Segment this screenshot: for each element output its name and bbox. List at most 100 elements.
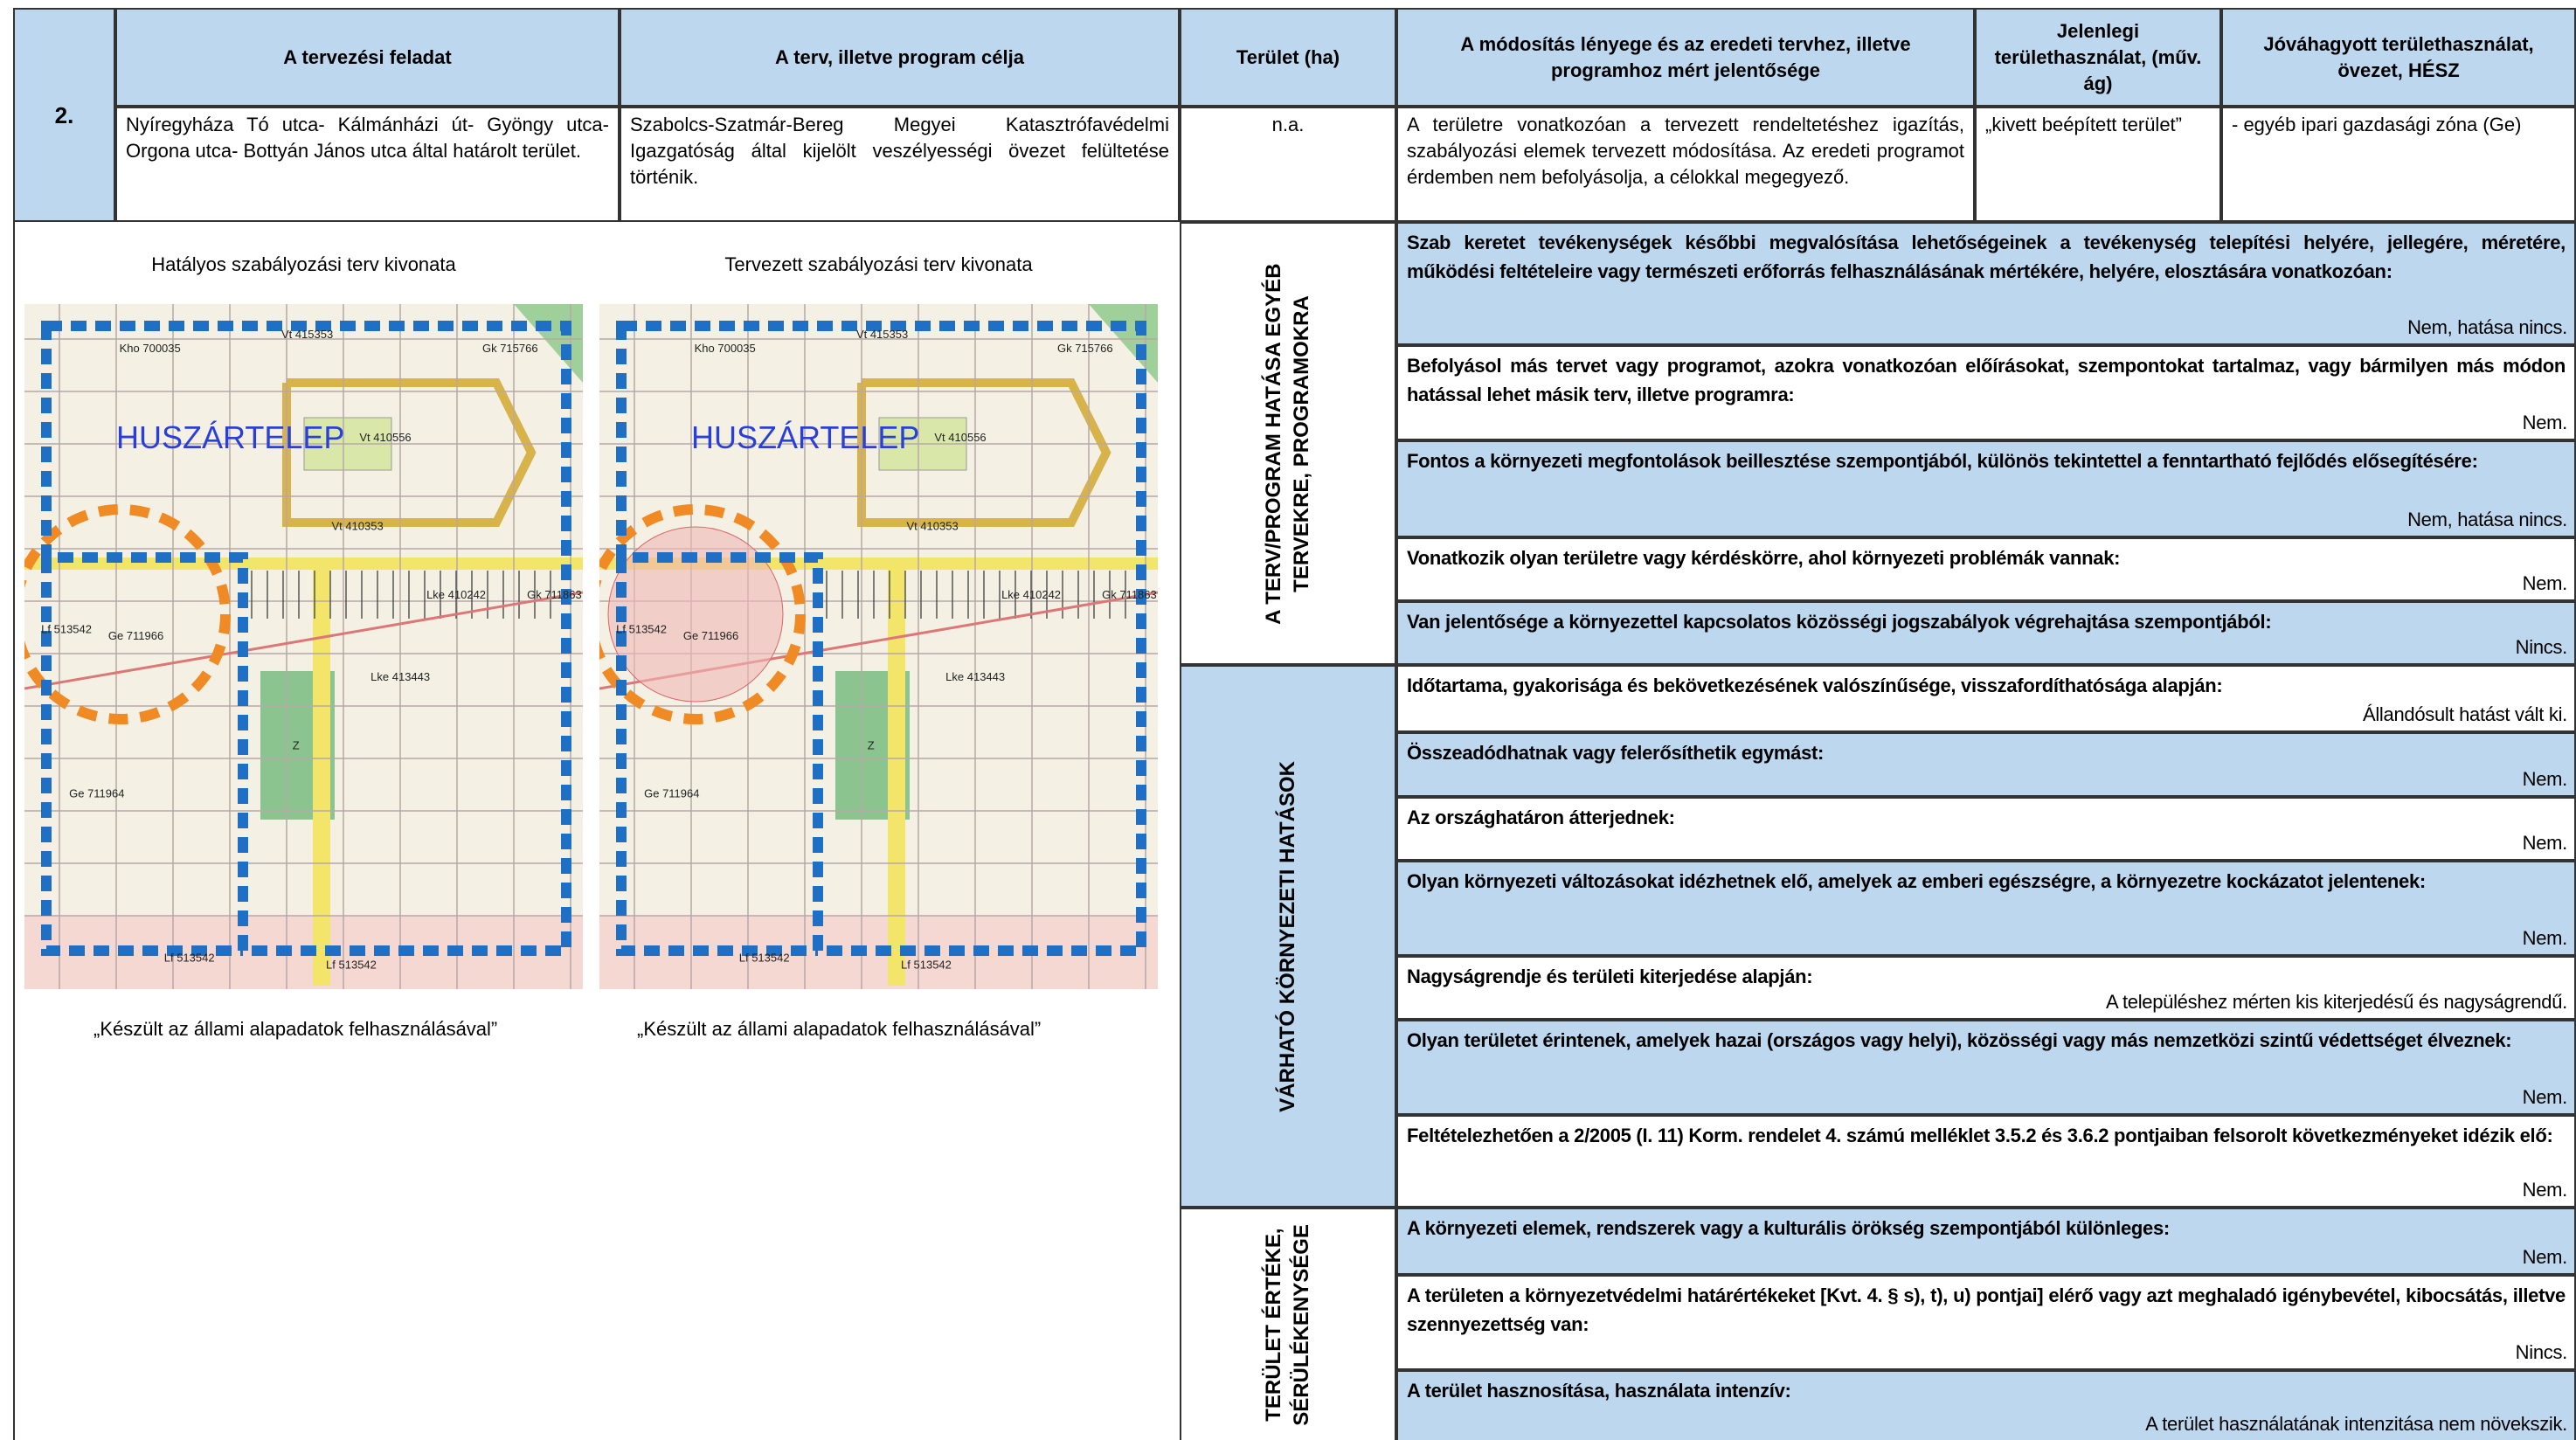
map-caption: „Készült az állami alapadatok felhasznál…	[93, 1018, 498, 1040]
map-label: Ge 711966	[108, 629, 163, 642]
map-label: Vt 410353	[331, 520, 383, 533]
criterion-question: Az országhatáron átterjednek:	[1407, 807, 1675, 828]
criterion-answer: Nem.	[2522, 1246, 2568, 1268]
section-label: VÁRHATÓ KÖRNYEZETI HATÁSOK	[1276, 760, 1299, 1112]
criterion-row: A környezeti elemek, rendszerek vagy a k…	[1396, 1208, 2576, 1275]
criterion-answer: Állandósult hatást vált ki.	[2362, 703, 2567, 725]
column-header: Jelenlegi területhasználat, (műv. ág)	[1975, 8, 2221, 107]
map-label: Kho 700035	[695, 342, 756, 355]
criterion-answer: Nem.	[2522, 768, 2568, 790]
map-label: Kho 700035	[120, 342, 181, 355]
table-cell: n.a.	[1180, 107, 1396, 222]
criterion-row: Az országhatáron átterjednek: Nem.	[1396, 797, 2576, 861]
map-label: Vt 410556	[359, 431, 411, 444]
map-label: Vt 410556	[934, 431, 986, 444]
criterion-answer: A településhez mérten kis kiterjedésű és…	[2105, 991, 2567, 1013]
map-label: Gk 715766	[1057, 342, 1113, 355]
criterion-question: Időtartama, gyakorisága és bekövetkezésé…	[1407, 675, 2223, 696]
column-header: A terv, illetve program célja	[620, 8, 1180, 107]
map-label: Z	[868, 739, 875, 752]
criterion-row: A terület hasznosítása, használata inten…	[1396, 1370, 2576, 1440]
column-header: Jóváhagyott területhasználat, övezet, HÉ…	[2221, 8, 2576, 107]
section-label-cell: TERÜLET ÉRTÉKE, SÉRÜLÉKENYSÉGE	[1180, 1208, 1396, 1440]
criterion-answer: Nem, hatása nincs.	[2407, 316, 2567, 338]
map-label: Lf 513542	[164, 952, 215, 965]
criterion-question: Nagyságrendje és területi kiterjedése al…	[1407, 966, 1813, 987]
criterion-answer: Nem.	[2522, 1086, 2568, 1108]
map-caption: „Készült az állami alapadatok felhasznál…	[637, 1018, 1042, 1040]
criterion-question: Fontos a környezeti megfontolások beille…	[1407, 450, 2478, 472]
table-cell: - egyéb ipari gazdasági zóna (Ge)	[2221, 107, 2576, 222]
zone-outline	[24, 504, 231, 724]
criterion-question: Befolyásol más tervet vagy programot, az…	[1407, 355, 2566, 405]
map-title: Tervezett szabályozási terv kivonata	[724, 253, 1033, 275]
criterion-row: Fontos a környezeti megfontolások beille…	[1396, 440, 2576, 537]
map-label: Gk 711863	[1102, 588, 1157, 601]
column-header: A tervezési feladat	[115, 8, 620, 107]
map-label: Lf 513542	[616, 622, 667, 635]
criterion-answer: Nem, hatása nincs.	[2407, 509, 2567, 530]
place-name: HUSZÁRTELEP	[691, 419, 919, 455]
table-cell: Nyíregyháza Tó utca- Kálmánházi út- Gyön…	[115, 107, 620, 222]
map-label: Gk 715766	[482, 342, 538, 355]
criterion-row: Olyan környezeti változásokat idézhetnek…	[1396, 861, 2576, 956]
column-header: Terület (ha)	[1180, 8, 1396, 107]
table-cell: A területre vonatkozóan a tervezett rend…	[1396, 107, 1975, 222]
criterion-row: A területen a környezetvédelmi határérté…	[1396, 1275, 2576, 1370]
criterion-row: Összeadódhatnak vagy felerősíthetik egym…	[1396, 732, 2576, 797]
criterion-row: Nagyságrendje és területi kiterjedése al…	[1396, 956, 2576, 1020]
plan-boundary	[41, 557, 243, 956]
criterion-row: Van jelentősége a környezettel kapcsolat…	[1396, 601, 2576, 665]
hazard-zone	[607, 526, 784, 703]
map-title: Hatályos szabályozási terv kivonata	[151, 253, 456, 275]
map: HUSZÁRTELEP Kho 700035 Vt 415353 Gk 715766 V…	[599, 304, 1158, 989]
criterion-answer: Nem.	[2522, 927, 2568, 949]
criterion-answer: A terület használatának intenzitása nem …	[2145, 1413, 2567, 1435]
criterion-row: Szab keretet tevékenységek későbbi megva…	[1396, 222, 2576, 345]
map-label: Lf 513542	[739, 952, 790, 965]
table-cell: „kivett beépített terület”	[1975, 107, 2221, 222]
map-label: Vt 410353	[906, 520, 958, 533]
criterion-question: Feltételezhetően a 2/2005 (I. 11) Korm. …	[1407, 1125, 2553, 1146]
map-label: Z	[293, 739, 300, 752]
criterion-row: Vonatkozik olyan területre vagy kérdéskö…	[1396, 537, 2576, 601]
criterion-answer: Nem.	[2522, 412, 2568, 433]
criterion-answer: Nem.	[2522, 832, 2568, 854]
criterion-row: Befolyásol más tervet vagy programot, az…	[1396, 345, 2576, 440]
criterion-row: Időtartama, gyakorisága és bekövetkezésé…	[1396, 665, 2576, 732]
criterion-answer: Nincs.	[2515, 636, 2568, 658]
map-label: Lf 513542	[326, 958, 377, 971]
criterion-question: Szab keretet tevékenységek későbbi megva…	[1407, 232, 2566, 282]
criterion-question: Van jelentősége a környezettel kapcsolat…	[1407, 611, 2272, 633]
map-label: Vt 415353	[856, 328, 908, 341]
criterion-question: A területen a környezetvédelmi határérté…	[1407, 1284, 2566, 1335]
map-label: Ge 711966	[683, 629, 738, 642]
map-label: Vt 415353	[281, 328, 333, 341]
map-label: Lke 413443	[945, 670, 1005, 683]
section-label: TERÜLET ÉRTÉKE, SÉRÜLÉKENYSÉGE	[1262, 1223, 1313, 1426]
map-label: Lke 410242	[1001, 588, 1061, 601]
criterion-answer: Nincs.	[2515, 1341, 2568, 1363]
map: HUSZÁRTELEP Kho 700035 Vt 415353 Gk 715766 V…	[24, 304, 583, 989]
row-number: 2.	[13, 8, 115, 222]
map-label: Lke 413443	[370, 670, 430, 683]
map-label: Gk 711863	[527, 588, 582, 601]
zone-outline	[599, 504, 806, 724]
map-label: Ge 711964	[644, 786, 699, 800]
criterion-answer: Nem.	[2522, 572, 2568, 594]
section-label-cell: A TERV/PROGRAM HATÁSA EGYÉB TERVEKRE, PR…	[1180, 222, 1396, 665]
criterion-question: Vonatkozik olyan területre vagy kérdéskö…	[1407, 547, 2121, 569]
place-name: HUSZÁRTELEP	[116, 419, 344, 455]
criterion-answer: Nem.	[2522, 1179, 2568, 1201]
map-shape	[888, 557, 905, 986]
criterion-question: A terület hasznosítása, használata inten…	[1407, 1380, 1791, 1402]
map-shape	[24, 304, 583, 989]
criterion-row: Feltételezhetően a 2/2005 (I. 11) Korm. …	[1396, 1115, 2576, 1208]
map-label: Ge 711964	[69, 786, 124, 800]
criterion-question: Olyan környezeti változásokat idézhetnek…	[1407, 870, 2426, 892]
plan-boundary	[616, 557, 818, 956]
map-label: Lke 410242	[426, 588, 486, 601]
map-shape	[313, 557, 330, 986]
table-cell: Szabolcs-Szatmár-Bereg Megyei Katasztróf…	[620, 107, 1180, 222]
